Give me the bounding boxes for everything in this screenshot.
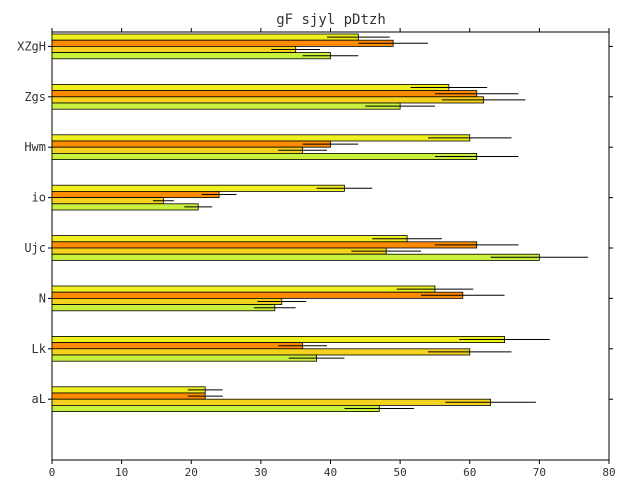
bar-Lk-s4 [51,354,317,362]
y-tick-label: Ujc [24,241,46,255]
bar-XZgH-s2 [51,39,394,47]
bar-N-s3 [51,297,283,305]
y-tick-label: Lk [32,342,47,356]
bar-io-s1 [51,184,345,192]
y-tick-label: XZgH [17,39,46,53]
bar-Hwm-s3 [51,146,304,154]
bar-io-s3 [51,197,164,205]
bar-N-s1 [51,285,436,293]
x-tick-label: 0 [49,466,56,479]
bar-Zgs-s2 [51,90,478,98]
bar-XZgH-s3 [51,46,297,54]
bar-Ujc-s1 [51,235,408,243]
bar-XZgH-s4 [51,52,331,60]
bar-Lk-s3 [51,348,471,356]
bar-Hwm-s2 [51,140,331,148]
y-tick-label: N [39,291,46,305]
y-tick-label: Hwm [24,140,46,154]
bar-XZgH-s1 [51,33,359,41]
x-tick-label: 30 [254,466,267,479]
bar-Ujc-s2 [51,241,478,249]
bar-Zgs-s3 [51,96,485,104]
bar-Ujc-s3 [51,247,387,255]
bar-Lk-s1 [51,335,505,343]
bar-Zgs-s4 [51,102,401,110]
bar-aL-s3 [51,398,492,406]
bar-aL-s2 [51,392,206,400]
x-tick-label: 70 [533,466,546,479]
bar-aL-s1 [51,386,206,394]
y-tick-label: Zgs [24,90,46,104]
y-axis: XZgH Zgs Hwm io Ujc N Lk aL [17,39,613,406]
x-axis: 0 10 20 30 40 50 60 70 80 [49,28,616,479]
x-tick-label: 20 [185,466,198,479]
x-tick-label: 50 [394,466,407,479]
bar-Lk-s2 [51,342,304,350]
y-tick-label: aL [32,392,46,406]
x-tick-label: 80 [602,466,615,479]
x-tick-label: 10 [115,466,128,479]
bar-Ujc-s4 [51,253,540,261]
bar-Zgs-s1 [51,84,450,92]
y-tick-label: io [32,191,46,205]
bars-layer [51,33,540,412]
bar-N-s2 [51,291,464,299]
chart-title: gF sjyl pDtzh [276,12,386,28]
bar-Hwm-s4 [51,152,478,160]
x-tick-label: 60 [463,466,476,479]
bar-Hwm-s1 [51,134,471,142]
bar-io-s2 [51,190,220,198]
bar-io-s4 [51,203,199,211]
bar-aL-s4 [51,404,380,412]
bar-N-s4 [51,304,276,312]
error-bars-layer [152,36,589,409]
x-tick-label: 40 [324,466,337,479]
